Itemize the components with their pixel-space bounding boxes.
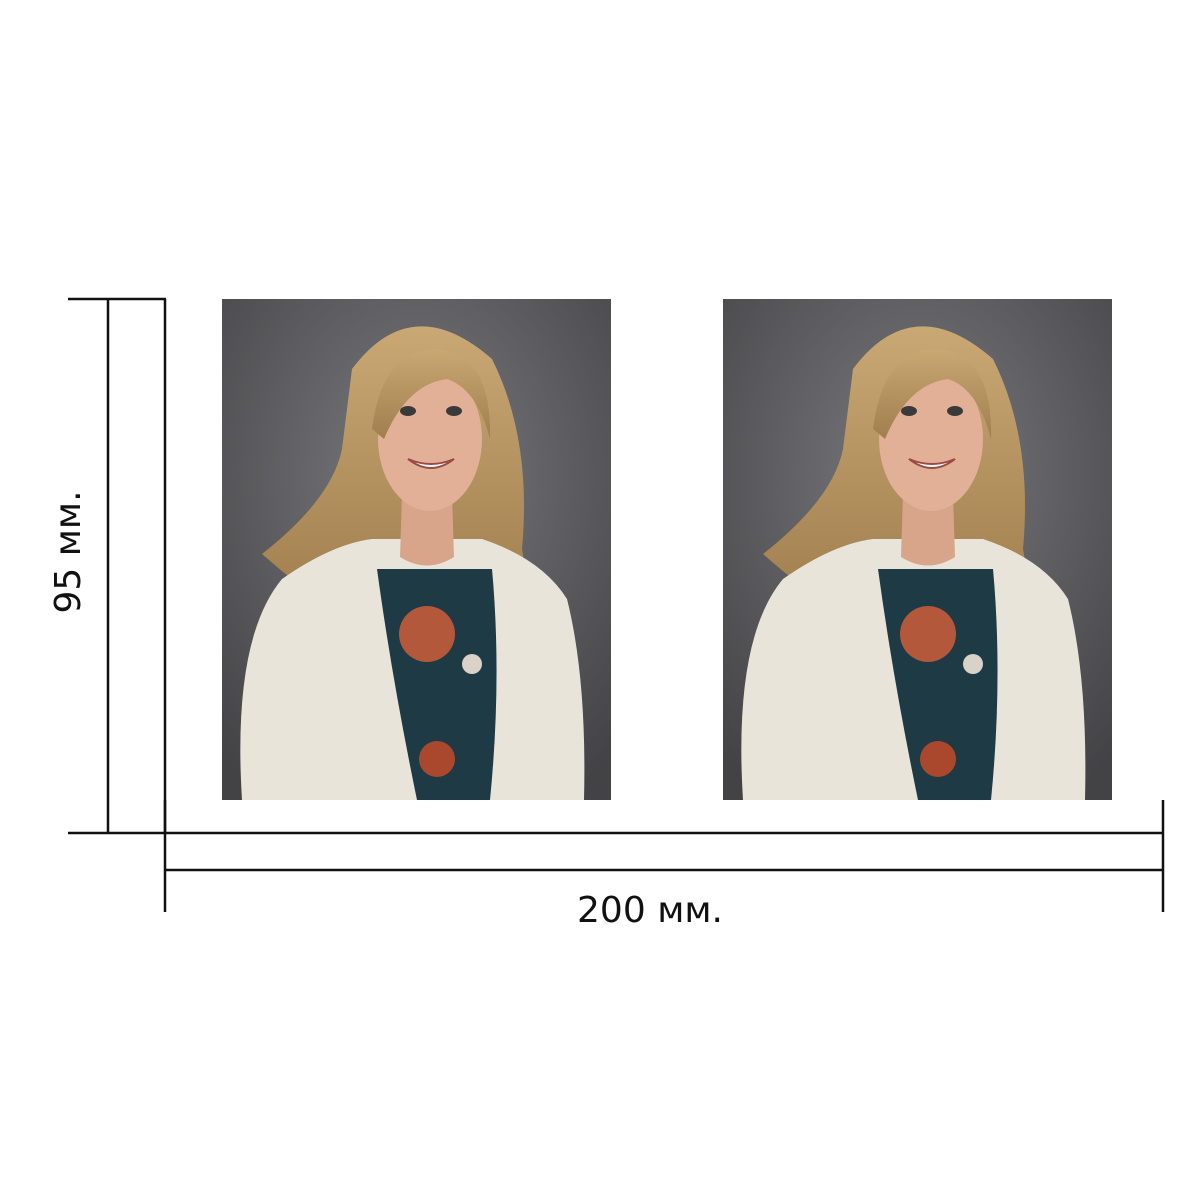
height-dimension <box>68 297 167 835</box>
width-dimension <box>163 800 1165 912</box>
width-label: 200 мм. <box>577 890 723 931</box>
photo <box>221 298 612 801</box>
photo <box>722 298 1113 801</box>
height-label: 95 мм. <box>48 490 89 613</box>
